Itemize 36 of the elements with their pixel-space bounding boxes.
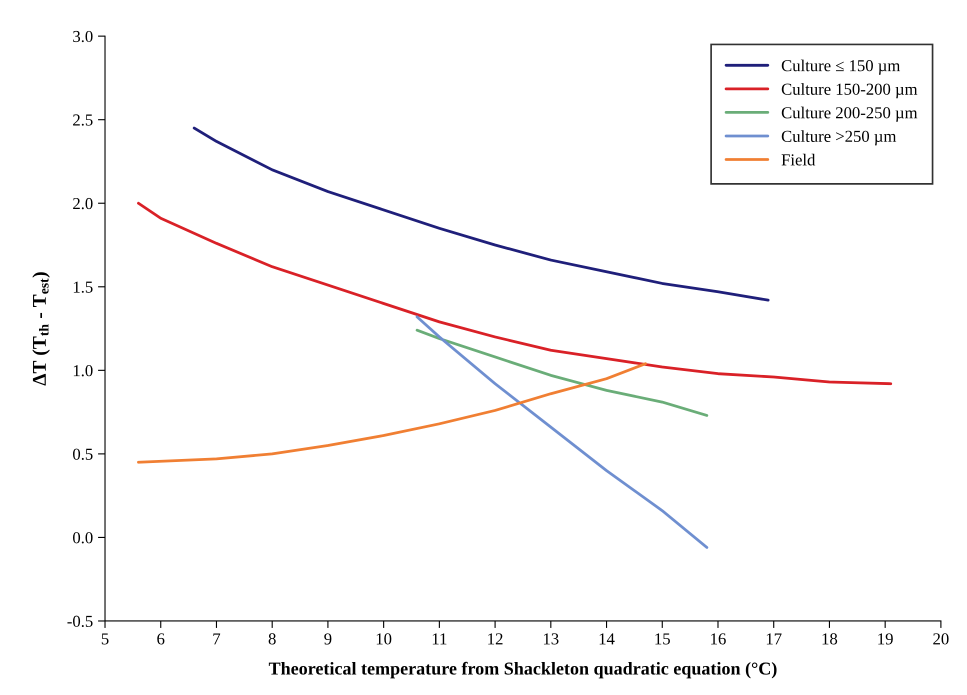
x-tick-label: 13	[544, 633, 558, 645]
x-tick-label: 9	[324, 633, 332, 645]
y-tick-label: 2.5	[73, 114, 93, 126]
legend-label: Culture >250 µm	[782, 130, 896, 146]
x-tick-label: 8	[268, 633, 276, 645]
legend-label: Culture 200-250 µm	[782, 106, 918, 122]
x-tick-label: 14	[600, 633, 615, 644]
line-series	[137, 202, 892, 386]
y-tick-label: 3.0	[73, 30, 93, 42]
y-axis-title: ΔT (T$_{th}$ - T$_{est}$)	[32, 272, 50, 386]
line-series	[416, 315, 708, 549]
x-tick-label: 18	[822, 633, 838, 645]
x-axis-title: Theoretical temperature from Shackleton quadratic equation (°C)	[268, 662, 777, 678]
y-tick-label: 0.5	[73, 448, 93, 460]
line-series	[416, 328, 708, 417]
x-tick-label: 10	[376, 633, 392, 645]
x-tick-label: 15	[655, 633, 670, 645]
x-tick-label: 19	[878, 633, 893, 645]
legend-label: Field	[782, 154, 816, 166]
y-tick-label: 1.0	[74, 365, 93, 376]
x-tick-label: 12	[488, 633, 503, 644]
x-tick-label: 7	[213, 633, 220, 644]
x-tick-label: 16	[711, 633, 726, 645]
x-tick-label: 11	[432, 633, 446, 644]
y-tick-label: 1.5	[74, 282, 93, 293]
x-tick-label: 5	[102, 633, 109, 645]
legend-label: Culture 150-200 µm	[782, 83, 918, 98]
y-tick-label: 0.0	[73, 532, 93, 544]
x-tick-label: 17	[766, 633, 782, 644]
line-series	[137, 362, 647, 464]
line-series	[192, 126, 770, 302]
x-tick-label: 20	[933, 633, 949, 645]
y-tick-label: 2.0	[73, 198, 93, 210]
x-tick-label: 6	[157, 633, 164, 645]
y-tick-label: -0.5	[67, 616, 93, 627]
legend-label: Culture ≤ 150 µm	[782, 60, 900, 75]
